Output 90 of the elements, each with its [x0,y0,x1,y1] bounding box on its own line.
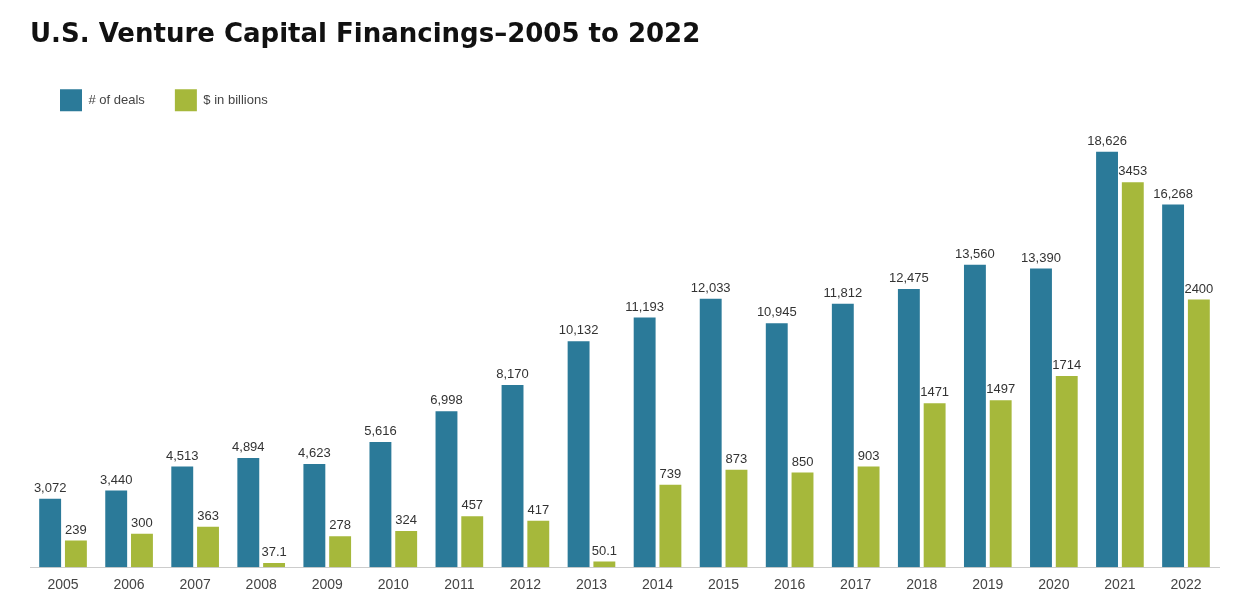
data-label: 4,513 [165,447,199,463]
data-label: 13,560 [955,245,995,261]
data-label: 3,072 [33,479,67,495]
data-label: 903 [857,447,880,463]
bar [699,298,722,568]
bar [1121,182,1144,568]
bar [263,563,286,568]
data-label: 457 [461,497,484,513]
bar [39,498,62,568]
bar [989,400,1012,568]
bar [237,458,260,568]
bar [659,484,682,568]
data-label: 1714 [1052,357,1082,373]
x-tick-label: 2008 [245,576,277,593]
data-label: 4,894 [232,439,265,455]
bar [567,341,590,568]
bar [501,385,524,568]
data-label: 10,945 [756,304,797,320]
data-label: 239 [65,521,87,537]
bar [725,469,748,568]
x-tick-label: 2021 [1104,576,1136,593]
bar [329,536,352,568]
bar [831,303,854,568]
x-tick-label: 2019 [972,576,1004,593]
data-label: 5,616 [364,423,397,439]
bar [171,466,194,568]
bar [461,516,484,568]
data-label: 50.1 [591,542,618,558]
bar [1030,268,1052,568]
bar [527,520,550,568]
data-label: 10,132 [558,322,599,338]
x-tick-label: 2011 [444,576,475,593]
data-label: 363 [197,507,219,523]
legend-label: # of deals [88,91,146,107]
bar [435,411,458,568]
x-tick-label: 2007 [179,576,211,593]
x-tick-label: 2005 [47,576,79,593]
x-tick-label: 2017 [840,576,872,593]
bar [791,472,814,568]
x-tick-label: 2006 [113,576,145,593]
bar [131,533,153,568]
data-label: 324 [395,512,418,528]
data-label: 1471 [920,384,950,400]
data-label: 13,390 [1021,249,1061,265]
data-label: 37.1 [261,544,287,560]
chart-title: U.S. Venture Capital Financings–2005 to 2022 [30,18,701,49]
bar [1055,376,1078,568]
x-tick-label: 2020 [1038,576,1070,593]
bar [395,531,418,568]
bar [765,323,788,568]
bar [593,561,616,568]
data-label: 3,440 [99,471,133,487]
data-label: 873 [725,450,748,466]
bar [1096,151,1118,568]
x-tick-label: 2010 [377,576,410,593]
data-label: 850 [791,453,814,469]
data-label: 11,812 [823,284,863,300]
x-tick-label: 2013 [575,576,608,593]
bar [197,526,219,568]
x-tick-label: 2018 [906,576,938,593]
data-label: 18,626 [1087,132,1127,148]
data-label: 4,623 [298,445,331,461]
data-label: 11,193 [625,298,665,314]
data-label: 8,170 [496,366,529,382]
x-tick-label: 2009 [311,576,344,593]
bar [369,441,392,568]
bar [897,289,920,568]
data-label: 2400 [1184,280,1214,296]
bar [303,464,326,568]
data-label: 739 [659,465,682,481]
data-label: 278 [329,517,351,533]
data-label: 1497 [986,381,1016,397]
data-label: 417 [527,501,550,517]
bar [963,264,986,568]
x-tick-label: 2012 [509,576,542,593]
bar [923,403,946,568]
data-label: 6,998 [430,392,463,408]
x-tick-label: 2014 [641,576,674,593]
bar [105,490,128,568]
data-label: 12,033 [690,279,731,295]
data-label: 3453 [1118,163,1148,179]
x-tick-label: 2022 [1170,576,1202,593]
x-tick-label: 2016 [774,576,806,593]
bar [633,317,656,568]
data-label: 300 [131,514,153,530]
x-tick-label: 2015 [708,576,740,593]
data-label: 16,268 [1153,185,1193,201]
data-label: 12,475 [888,270,929,286]
bar [857,466,880,568]
legend-label: $ in billions [203,91,269,107]
